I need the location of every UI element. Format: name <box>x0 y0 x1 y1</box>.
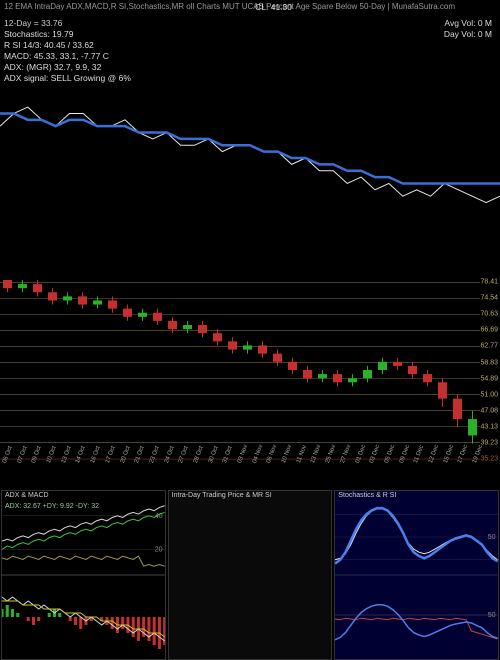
indicator-readout: 12-Day = 33.76 Stochastics: 19.79R SI 14… <box>4 18 131 84</box>
panel-title: ADX & MACD <box>5 492 49 499</box>
svg-text:20: 20 <box>155 546 163 553</box>
price-axis: 78.4174.5470.6366.6962.7758.8354.8951.00… <box>472 280 500 460</box>
header-right: CL: 41.30 Avg Vol: 0 M Day Vol: 0 M <box>444 18 492 40</box>
sub-panels: ADX & MACD ADX: 32.67 +DY: 9.92 -DY: 32 … <box>0 490 500 660</box>
close-price: CL: 41.30 <box>255 2 292 13</box>
intraday-panel[interactable]: Intra-Day Trading Price & MR SI <box>168 490 333 660</box>
panel-title: Intra-Day Trading Price & MR SI <box>172 492 272 499</box>
stochastics-panel[interactable]: Stochastics & R SI 50 50 <box>334 490 499 660</box>
adx-readout: ADX: 32.67 +DY: 9.92 -DY: 32 <box>5 503 99 510</box>
adx-macd-panel[interactable]: ADX & MACD ADX: 32.67 +DY: 9.92 -DY: 32 … <box>1 490 166 660</box>
menu-text: 12 EMA IntraDay ADX,MACD,R SI,Stochastic… <box>4 2 455 11</box>
ema-label: 12-Day = 33.76 <box>4 18 131 29</box>
svg-text:50: 50 <box>488 534 496 541</box>
candle-chart[interactable] <box>0 280 480 460</box>
price-chart[interactable] <box>0 88 500 228</box>
panel-title: Stochastics & R SI <box>338 492 396 499</box>
top-menu: 12 EMA IntraDay ADX,MACD,R SI,Stochastic… <box>4 2 496 18</box>
date-axis: 06 Oct07 Oct09 Oct10 Oct13 Oct14 Oct16 O… <box>0 462 480 482</box>
svg-text:50: 50 <box>488 612 496 619</box>
avg-vol: Avg Vol: 0 M <box>444 18 492 29</box>
day-vol: Day Vol: 0 M <box>444 29 492 40</box>
